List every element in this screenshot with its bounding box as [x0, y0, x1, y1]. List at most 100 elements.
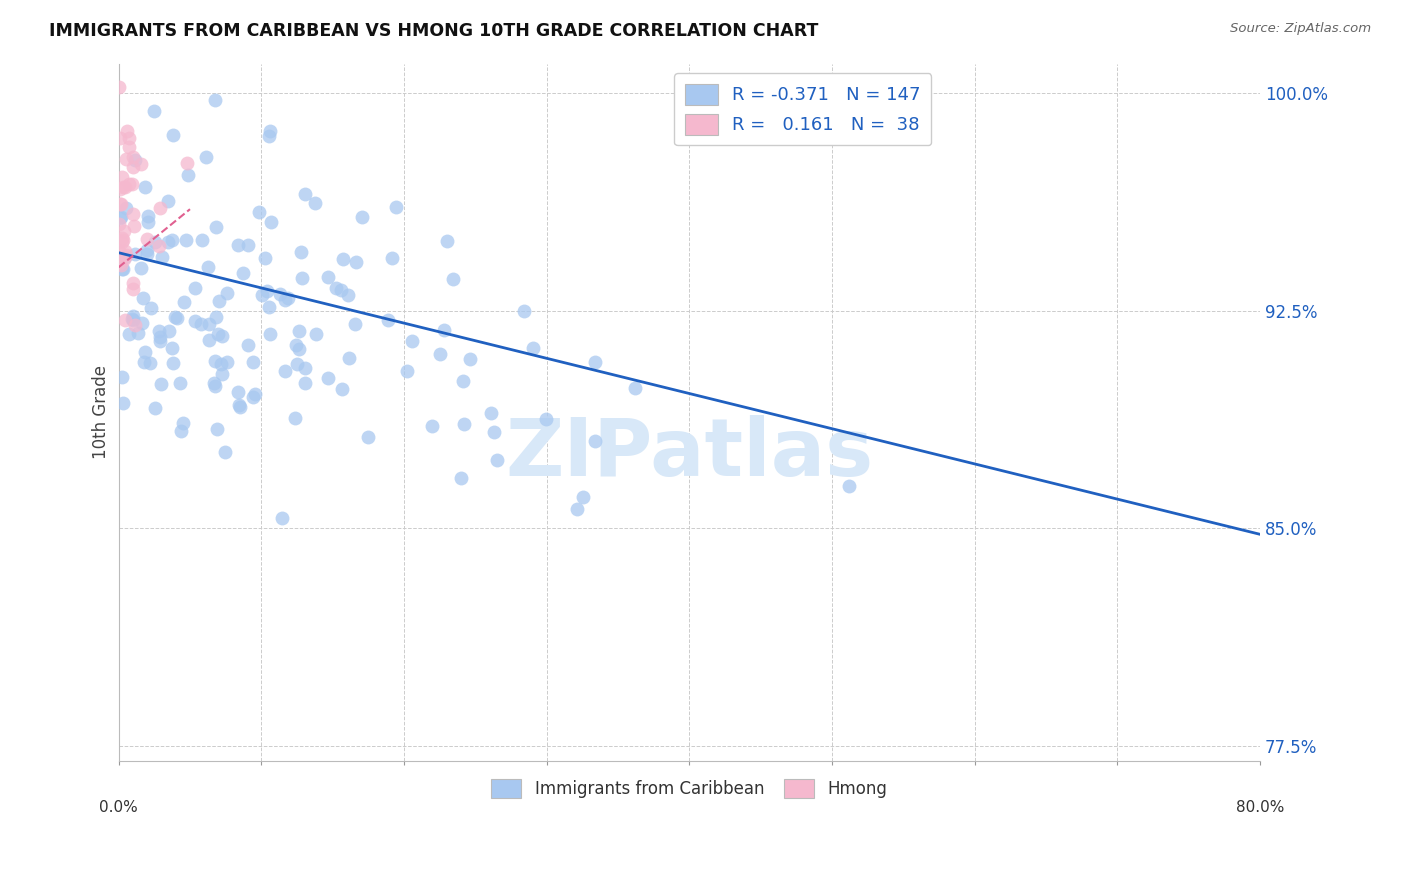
Point — [136, 215, 159, 229]
Point — [121, 312, 143, 326]
Text: 0.0%: 0.0% — [100, 799, 138, 814]
Point — [157, 194, 180, 209]
Point — [257, 300, 280, 314]
Point — [170, 425, 193, 439]
Point — [108, 256, 131, 270]
Point — [211, 329, 233, 343]
Point — [259, 124, 281, 138]
Point — [209, 357, 232, 371]
Point — [401, 334, 423, 348]
Point — [207, 327, 229, 342]
Point — [204, 93, 226, 107]
Point — [122, 207, 145, 221]
Point — [583, 434, 606, 448]
Point — [287, 324, 309, 338]
Point — [174, 233, 197, 247]
Point — [259, 327, 281, 342]
Point — [254, 252, 277, 266]
Point — [330, 382, 353, 396]
Point — [453, 374, 475, 388]
Text: Source: ZipAtlas.com: Source: ZipAtlas.com — [1230, 22, 1371, 36]
Point — [108, 196, 131, 211]
Point — [274, 293, 297, 307]
Point — [232, 266, 254, 280]
Point — [112, 225, 135, 239]
Point — [108, 182, 131, 196]
Point — [114, 312, 136, 326]
Point — [110, 196, 132, 211]
Point — [204, 354, 226, 368]
Point — [211, 367, 233, 381]
Point — [108, 244, 131, 258]
Point — [111, 262, 134, 277]
Point — [396, 364, 419, 378]
Point — [136, 232, 159, 246]
Point — [108, 80, 131, 95]
Point — [228, 398, 250, 412]
Point — [294, 376, 316, 391]
Point — [114, 244, 136, 258]
Point — [111, 370, 134, 384]
Point — [316, 269, 339, 284]
Point — [357, 430, 380, 444]
Point — [290, 244, 312, 259]
Point — [190, 317, 212, 331]
Point — [202, 376, 225, 390]
Point — [277, 291, 299, 305]
Point — [197, 333, 219, 347]
Point — [122, 282, 145, 296]
Point — [332, 252, 354, 267]
Point — [242, 390, 264, 404]
Point — [149, 330, 172, 344]
Point — [149, 334, 172, 349]
Point — [162, 128, 184, 142]
Point — [229, 400, 252, 414]
Point — [420, 418, 443, 433]
Point — [160, 233, 183, 247]
Point — [139, 356, 162, 370]
Point — [384, 200, 406, 214]
Point — [114, 252, 136, 266]
Point — [291, 270, 314, 285]
Point — [336, 287, 359, 301]
Point — [157, 324, 180, 338]
Point — [110, 210, 132, 224]
Point — [838, 479, 860, 493]
Point — [108, 131, 131, 145]
Point — [122, 276, 145, 290]
Point — [294, 360, 316, 375]
Point — [571, 490, 593, 504]
Y-axis label: 10th Grade: 10th Grade — [93, 366, 110, 459]
Point — [285, 357, 308, 371]
Point — [177, 168, 200, 182]
Point — [236, 238, 259, 252]
Point — [124, 153, 146, 167]
Point — [436, 234, 458, 248]
Point — [184, 281, 207, 295]
Point — [111, 262, 134, 277]
Point — [191, 233, 214, 247]
Point — [284, 338, 307, 352]
Point — [344, 317, 367, 331]
Point — [305, 327, 328, 342]
Point — [115, 202, 138, 216]
Point — [166, 311, 188, 326]
Point — [304, 195, 326, 210]
Point — [122, 309, 145, 323]
Point — [236, 338, 259, 352]
Point — [624, 381, 647, 395]
Point — [226, 238, 249, 252]
Point — [250, 288, 273, 302]
Point — [273, 364, 295, 378]
Point — [479, 406, 502, 420]
Point — [163, 310, 186, 324]
Point — [184, 314, 207, 328]
Point — [115, 124, 138, 138]
Text: 80.0%: 80.0% — [1236, 799, 1284, 814]
Point — [242, 354, 264, 368]
Point — [131, 316, 153, 330]
Point — [460, 351, 482, 366]
Point — [377, 313, 399, 327]
Point — [111, 395, 134, 409]
Point — [344, 255, 367, 269]
